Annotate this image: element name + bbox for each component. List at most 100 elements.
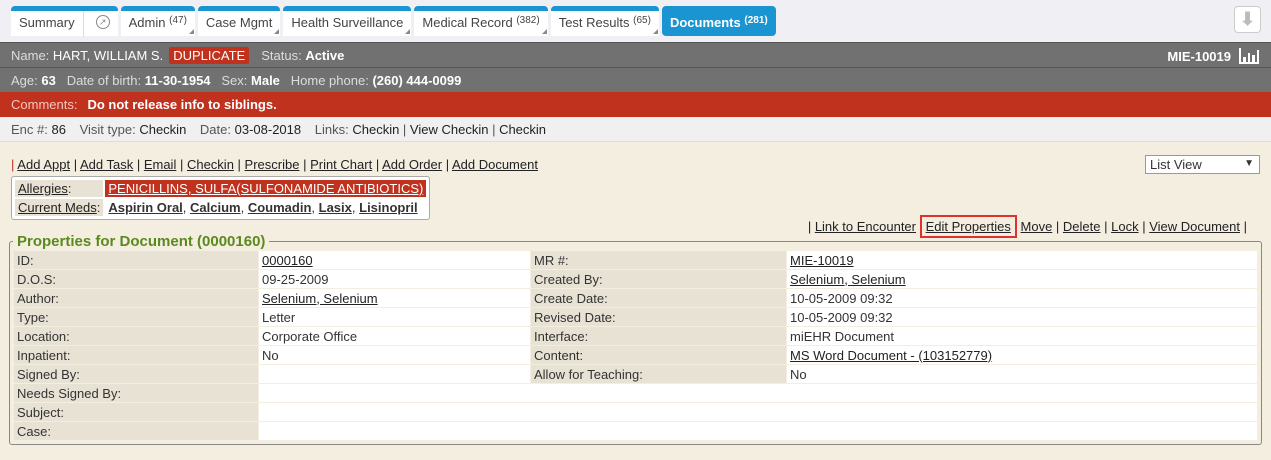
link-to-encounter[interactable]: Link to Encounter bbox=[814, 219, 916, 234]
property-text: D.O.S: bbox=[17, 271, 57, 287]
property-label: Created By: bbox=[530, 269, 787, 289]
allergies-link[interactable]: Allergies bbox=[18, 181, 68, 196]
property-text: Author: bbox=[17, 290, 59, 306]
table-row: Location: Corporate Office Interface: miEHR… bbox=[13, 326, 1258, 346]
edit-properties-link[interactable]: Edit Properties bbox=[925, 219, 1011, 234]
table-row: Needs Signed By: bbox=[13, 383, 1258, 403]
property-value: Selenium, Selenium bbox=[786, 269, 1258, 289]
property-text: Created By: bbox=[534, 271, 603, 287]
checkin-link[interactable]: Checkin bbox=[186, 157, 234, 172]
tab-label: Case Mgmt bbox=[205, 15, 273, 30]
enc-number: 86 bbox=[51, 122, 66, 137]
property-link[interactable]: Selenium, Selenium bbox=[262, 290, 378, 306]
tab-bar: Summary ↗ Admin (47) Case Mgmt Health Sur… bbox=[0, 0, 1271, 42]
arrow-down-icon: ⬇ bbox=[1239, 9, 1256, 29]
property-text: ID: bbox=[17, 252, 34, 268]
property-value: MIE-10019 bbox=[786, 250, 1258, 270]
link-view-checkin[interactable]: View Checkin bbox=[409, 122, 489, 137]
tab-medical-record[interactable]: Medical Record (382) bbox=[414, 6, 548, 36]
property-label: MR #: bbox=[530, 250, 787, 270]
property-label: Location: bbox=[13, 326, 259, 346]
property-label: D.O.S: bbox=[13, 269, 259, 289]
label: Date of birth: bbox=[66, 73, 142, 88]
add-order-link[interactable]: Add Order bbox=[382, 157, 443, 172]
property-value bbox=[258, 402, 1258, 422]
property-text: Create Date: bbox=[534, 290, 608, 306]
view-document-link[interactable]: View Document bbox=[1149, 219, 1240, 234]
add-document-link[interactable]: Add Document bbox=[451, 157, 538, 172]
patient-status: Active bbox=[305, 48, 345, 63]
document-links: | Link to Encounter Edit Properties Move… bbox=[808, 215, 1247, 238]
bar-chart-icon[interactable] bbox=[1239, 48, 1259, 64]
table-row: Type: Letter Revised Date: 10-05-2009 09:32 bbox=[13, 307, 1258, 327]
tab-test-results[interactable]: Test Results (65) bbox=[550, 6, 659, 36]
download-button[interactable]: ⬇ bbox=[1234, 6, 1261, 33]
property-value: 10-05-2009 09:32 bbox=[786, 288, 1258, 308]
open-external-icon[interactable]: ↗ bbox=[95, 15, 110, 29]
property-link[interactable]: 0000160 bbox=[262, 252, 313, 268]
lock-link[interactable]: Lock bbox=[1111, 219, 1139, 234]
label: Visit type: bbox=[79, 122, 136, 137]
email-link[interactable]: Email bbox=[143, 157, 177, 172]
link-checkin-2[interactable]: Checkin bbox=[499, 122, 547, 137]
allergies-value[interactable]: PENICILLINS, SULFA(SULFONAMIDE ANTIBIOTI… bbox=[108, 181, 424, 196]
tab-label: Documents bbox=[669, 15, 741, 30]
link-checkin[interactable]: Checkin bbox=[352, 122, 400, 137]
tab-health-surveillance[interactable]: Health Surveillance bbox=[283, 6, 412, 36]
tab-count: (281) bbox=[744, 15, 768, 26]
print-chart-link[interactable]: Print Chart bbox=[310, 157, 373, 172]
property-label: Content: bbox=[530, 345, 787, 365]
move-link[interactable]: Move bbox=[1020, 219, 1053, 234]
label: Date: bbox=[199, 122, 231, 137]
add-task-link[interactable]: Add Task bbox=[79, 157, 134, 172]
property-link[interactable]: MIE-10019 bbox=[790, 252, 854, 268]
tab-summary[interactable]: Summary ↗ bbox=[11, 6, 118, 37]
tab-label: Health Surveillance bbox=[291, 15, 404, 30]
property-text: MR #: bbox=[534, 252, 569, 268]
dropdown-corner-icon bbox=[541, 29, 547, 34]
table-row: D.O.S: 09-25-2009 Created By: Selenium, Sel… bbox=[13, 269, 1258, 289]
label: Age: bbox=[11, 73, 38, 88]
med-link[interactable]: Calcium bbox=[190, 200, 241, 215]
add-appt-link[interactable]: Add Appt bbox=[17, 157, 71, 172]
visit-type: Checkin bbox=[139, 122, 187, 137]
current-meds-link[interactable]: Current Meds bbox=[18, 200, 97, 215]
property-value: MS Word Document - (103152779) bbox=[786, 345, 1258, 365]
table-row: Inpatient: No Content: MS Word Document - (… bbox=[13, 345, 1258, 365]
tab-case-mgmt[interactable]: Case Mgmt bbox=[197, 6, 281, 36]
property-value: 0000160 bbox=[258, 250, 531, 270]
med-link[interactable]: Lasix bbox=[318, 200, 352, 215]
tab-count: (65) bbox=[633, 15, 651, 26]
delete-link[interactable]: Delete bbox=[1062, 219, 1101, 234]
property-label: Type: bbox=[13, 307, 259, 327]
prescribe-link[interactable]: Prescribe bbox=[244, 157, 300, 172]
dropdown-corner-icon bbox=[652, 29, 658, 34]
comments-bar: Comments: Do not release info to siblings… bbox=[0, 92, 1271, 117]
property-text: 10-05-2009 09:32 bbox=[790, 290, 893, 306]
med-link[interactable]: Lisinopril bbox=[359, 200, 418, 215]
phone: (260) 444-0099 bbox=[372, 73, 462, 88]
sex: Male bbox=[251, 73, 280, 88]
property-value bbox=[258, 421, 1258, 441]
tab-admin[interactable]: Admin (47) bbox=[120, 6, 195, 36]
tab-documents[interactable]: Documents (281) bbox=[661, 6, 776, 36]
patient-name-bar: Name: HART, WILLIAM S. DUPLICATE Status: A… bbox=[0, 42, 1271, 67]
table-row: Signed By: Allow for Teaching: No bbox=[13, 364, 1258, 384]
mrn: MIE-10019 bbox=[1167, 48, 1231, 64]
property-value: No bbox=[258, 345, 531, 365]
property-link[interactable]: MS Word Document - (103152779) bbox=[790, 347, 993, 363]
action-links: | Add Appt | Add Task | Email | Checkin … bbox=[11, 157, 538, 172]
property-text: Needs Signed By: bbox=[17, 385, 122, 401]
property-value bbox=[258, 364, 531, 384]
label: Sex: bbox=[221, 73, 248, 88]
property-label: Case: bbox=[13, 421, 259, 441]
property-text: Interface: bbox=[534, 328, 589, 344]
property-value bbox=[258, 383, 1258, 403]
property-link[interactable]: Selenium, Selenium bbox=[790, 271, 906, 287]
dob: 11-30-1954 bbox=[144, 73, 211, 88]
view-select[interactable]: List View ▼ bbox=[1145, 155, 1260, 174]
property-text: Allow for Teaching: bbox=[534, 366, 643, 382]
med-link[interactable]: Aspirin Oral bbox=[108, 200, 183, 215]
property-text: 09-25-2009 bbox=[262, 271, 329, 287]
med-link[interactable]: Coumadin bbox=[247, 200, 312, 215]
